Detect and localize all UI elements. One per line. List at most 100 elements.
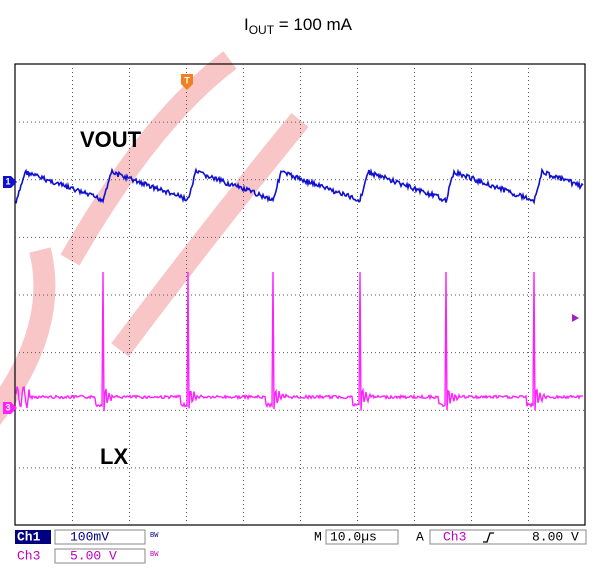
grid-dot bbox=[275, 409, 276, 411]
grid-dot bbox=[129, 156, 130, 157]
grid-dot bbox=[171, 467, 172, 469]
grid-dot bbox=[495, 179, 496, 181]
grid-dot bbox=[171, 179, 172, 181]
grid-dot bbox=[399, 294, 400, 296]
grid-dot bbox=[129, 504, 130, 505]
grid-dot bbox=[357, 68, 358, 69]
grid-dot bbox=[511, 294, 512, 296]
grid-dot bbox=[327, 294, 328, 296]
grid-dot bbox=[319, 236, 320, 238]
grid-dot bbox=[186, 408, 187, 409]
grid-dot bbox=[471, 448, 472, 449]
grid-dot bbox=[403, 236, 404, 238]
grid-dot bbox=[419, 409, 420, 411]
grid-dot bbox=[399, 409, 400, 411]
grid-dot bbox=[327, 179, 328, 181]
grid-dot bbox=[528, 228, 529, 229]
grid-dot bbox=[423, 236, 424, 238]
grid-dot bbox=[300, 488, 301, 489]
grid-dot bbox=[483, 352, 484, 354]
grid-dot bbox=[471, 480, 472, 481]
grid-dot bbox=[31, 352, 32, 354]
ch3-bw: BW bbox=[150, 551, 159, 559]
grid-dot bbox=[247, 121, 248, 123]
grid-dot bbox=[357, 292, 358, 293]
grid-dot bbox=[300, 152, 301, 153]
grid-dot bbox=[83, 467, 84, 469]
grid-dot bbox=[414, 368, 415, 369]
grid-dot bbox=[243, 332, 244, 333]
grid-dot bbox=[155, 467, 156, 469]
grid-dot bbox=[243, 508, 244, 509]
grid-dot bbox=[455, 294, 456, 296]
grid-dot bbox=[575, 294, 576, 296]
grid-dot bbox=[103, 467, 104, 469]
grid-dot bbox=[507, 179, 508, 181]
grid-dot bbox=[175, 352, 176, 354]
grid-dot bbox=[471, 236, 472, 237]
grid-dot bbox=[129, 480, 130, 481]
grid-dot bbox=[519, 179, 520, 181]
grid-dot bbox=[300, 524, 301, 525]
grid-dot bbox=[307, 121, 308, 123]
grid-dot bbox=[186, 136, 187, 137]
grid-dot bbox=[295, 352, 296, 354]
grid-dot bbox=[72, 276, 73, 277]
grid-dot bbox=[414, 484, 415, 485]
grid-dot bbox=[186, 424, 187, 425]
grid-dot bbox=[129, 336, 130, 337]
grid-dot bbox=[199, 352, 200, 354]
vout-label: VOUT bbox=[80, 127, 142, 152]
grid-dot bbox=[414, 228, 415, 229]
grid-dot bbox=[129, 452, 130, 453]
grid-dot bbox=[471, 104, 472, 105]
grid-dot bbox=[511, 352, 512, 354]
grid-dot bbox=[383, 236, 384, 238]
grid-dot bbox=[175, 409, 176, 411]
grid-dot bbox=[459, 294, 460, 296]
grid-dot bbox=[147, 236, 148, 238]
grid-dot bbox=[243, 204, 244, 205]
grid-dot bbox=[414, 132, 415, 133]
grid-dot bbox=[471, 164, 472, 165]
grid-dot bbox=[111, 352, 112, 354]
grid-dot bbox=[357, 116, 358, 117]
grid-dot bbox=[300, 300, 301, 301]
grid-dot bbox=[135, 121, 136, 123]
grid-dot bbox=[528, 236, 529, 237]
grid-dot bbox=[279, 294, 280, 296]
grid-dot bbox=[51, 236, 52, 238]
grid-dot bbox=[414, 124, 415, 125]
grid-dot bbox=[72, 352, 73, 353]
grid-dot bbox=[119, 467, 120, 469]
grid-dot bbox=[147, 179, 148, 181]
grid-dot bbox=[357, 324, 358, 325]
grid-dot bbox=[175, 121, 176, 123]
grid-dot bbox=[23, 236, 24, 238]
grid-dot bbox=[275, 294, 276, 296]
grid-dot bbox=[243, 392, 244, 393]
grid-dot bbox=[227, 121, 228, 123]
grid-dot bbox=[471, 76, 472, 77]
grid-dot bbox=[127, 179, 128, 181]
grid-dot bbox=[471, 144, 472, 145]
grid-dot bbox=[471, 320, 472, 321]
grid-dot bbox=[467, 294, 468, 296]
grid-dot bbox=[491, 179, 492, 181]
grid-dot bbox=[300, 232, 301, 233]
grid-dot bbox=[67, 236, 68, 238]
grid-dot bbox=[186, 260, 187, 261]
grid-dot bbox=[471, 409, 472, 411]
grid-dot bbox=[471, 160, 472, 161]
grid-dot bbox=[543, 294, 544, 296]
grid-dot bbox=[211, 409, 212, 411]
grid-dot bbox=[487, 294, 488, 296]
grid-dot bbox=[300, 292, 301, 293]
grid-dot bbox=[129, 80, 130, 81]
grid-dot bbox=[528, 392, 529, 393]
grid-dot bbox=[543, 236, 544, 238]
grid-dot bbox=[357, 396, 358, 397]
grid-dot bbox=[243, 124, 244, 125]
grid-dot bbox=[471, 184, 472, 185]
grid-dot bbox=[487, 352, 488, 354]
